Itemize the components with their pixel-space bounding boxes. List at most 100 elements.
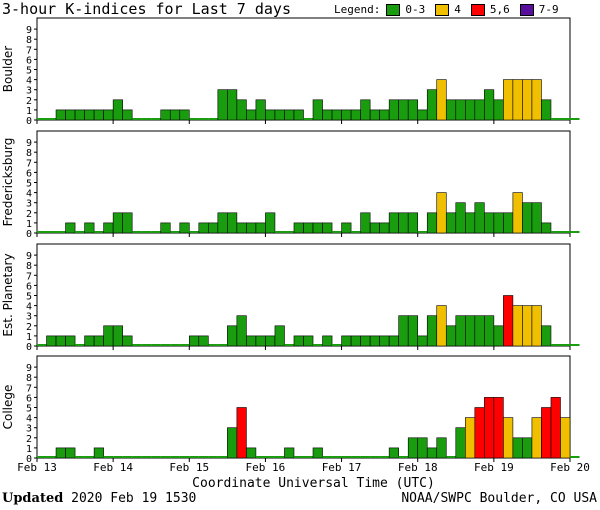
y-tick-label: 5 <box>26 66 32 77</box>
k-bar <box>322 109 333 121</box>
k-bar <box>398 315 409 347</box>
k-bar <box>379 335 390 347</box>
k-bar <box>46 231 57 233</box>
y-tick-label: 1 <box>26 106 32 117</box>
k-bar <box>151 344 161 346</box>
k-bar <box>46 335 57 347</box>
k-bar <box>446 456 456 458</box>
y-tick-label: 9 <box>26 138 32 149</box>
k-bar <box>75 231 85 233</box>
legend-item-severe: 7-9 <box>519 3 559 16</box>
legend-swatch <box>435 3 450 16</box>
k-bar <box>160 344 171 346</box>
k-bar <box>331 109 342 121</box>
k-bar <box>351 456 361 458</box>
k-bar <box>179 222 190 234</box>
y-tick-label: 6 <box>26 393 32 404</box>
k-bar <box>379 456 390 458</box>
k-bar <box>208 118 218 120</box>
k-bar <box>93 447 104 459</box>
k-bar <box>541 222 552 234</box>
y-tick-label: 2 <box>26 209 32 220</box>
k-bar <box>265 456 275 458</box>
k-bar <box>474 407 485 459</box>
k-bar <box>65 109 76 121</box>
k-bar <box>531 417 542 459</box>
legend-item-storm: 5,6 <box>470 3 510 16</box>
k-bar <box>112 212 123 234</box>
k-bar <box>303 222 314 234</box>
k-bar <box>274 325 285 347</box>
k-bar <box>388 99 399 121</box>
k-bar <box>445 325 457 347</box>
y-tick-label: 8 <box>26 261 32 272</box>
y-tick-label: 7 <box>26 271 32 282</box>
x-tick-label: Feb 19 <box>474 461 514 474</box>
k-bar <box>55 335 66 347</box>
chart-title: 3-hour K-indices for Last 7 days <box>2 0 291 18</box>
k-bar <box>132 231 142 233</box>
k-bar <box>464 315 476 347</box>
k-bar <box>369 222 380 234</box>
k-bar <box>293 222 304 234</box>
k-bar <box>37 344 47 346</box>
k-bar <box>284 231 294 233</box>
k-bar <box>284 109 295 121</box>
k-bar <box>570 456 580 458</box>
k-bar <box>550 344 561 346</box>
k-bar <box>531 79 542 121</box>
k-bar <box>65 335 76 347</box>
k-bar <box>379 109 390 121</box>
k-bar <box>388 335 399 347</box>
k-bar <box>265 109 276 121</box>
k-bar <box>103 325 114 347</box>
y-tick-label: 7 <box>26 45 32 56</box>
k-bar <box>360 212 371 234</box>
k-bar <box>179 456 190 458</box>
k-bar <box>341 109 352 121</box>
k-bar <box>332 344 342 346</box>
k-bar <box>398 456 409 458</box>
x-tick-label: Feb 18 <box>398 461 438 474</box>
k-bar <box>55 447 66 459</box>
k-bar <box>84 335 95 347</box>
source-credit: NOAA/SWPC Boulder, CO USA <box>401 491 597 506</box>
k-bar <box>379 222 390 234</box>
y-tick-label: 5 <box>26 179 32 190</box>
k-bar <box>75 456 85 458</box>
k-bar <box>236 315 247 347</box>
k-bar <box>512 192 523 234</box>
k-bar <box>293 109 304 121</box>
k-bar <box>503 79 514 121</box>
k-bar <box>122 212 133 234</box>
k-bar <box>274 109 285 121</box>
k-bar <box>236 407 247 459</box>
k-bar <box>75 344 85 346</box>
y-tick-label: 8 <box>26 35 32 46</box>
k-bar <box>550 118 561 120</box>
k-bar <box>122 335 133 347</box>
k-bar <box>388 447 399 459</box>
k-bar <box>484 212 495 234</box>
k-bar <box>369 109 380 121</box>
k-bar <box>170 456 180 458</box>
k-bar <box>65 447 76 459</box>
y-tick-label: 1 <box>26 332 32 343</box>
y-tick-label: 9 <box>26 251 32 262</box>
k-bar <box>265 335 276 347</box>
y-tick-label: 0 <box>26 342 32 353</box>
k-bar <box>493 397 504 459</box>
k-bar <box>55 109 66 121</box>
k-bar <box>312 222 323 234</box>
panel-label: Boulder <box>1 46 15 93</box>
k-bar <box>570 118 580 120</box>
k-bar <box>350 335 361 347</box>
y-tick-label: 1 <box>26 219 32 230</box>
k-bar <box>113 456 123 458</box>
k-bar <box>417 335 428 347</box>
x-tick-label: Feb 13 <box>17 461 57 474</box>
k-bar <box>522 437 533 459</box>
y-tick-label: 3 <box>26 312 32 323</box>
k-bar <box>351 231 361 233</box>
k-bar <box>369 335 380 347</box>
